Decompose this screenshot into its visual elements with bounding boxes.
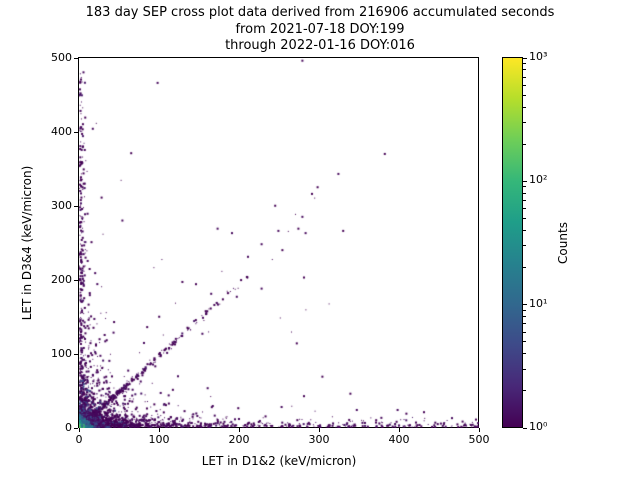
x-tick-label: 300 (308, 433, 330, 446)
colorbar-minor-tick (523, 245, 526, 247)
colorbar-minor-tick (523, 368, 526, 370)
y-tick-label: 500 (51, 51, 72, 64)
y-tick-mark (74, 279, 78, 281)
y-tick-mark (74, 205, 78, 207)
colorbar-major-tick (523, 57, 527, 59)
x-tick-mark (478, 428, 480, 432)
colorbar-minor-tick (523, 229, 526, 231)
title-line-2: from 2021-07-18 DOY:199 (235, 21, 405, 37)
y-tick-label: 200 (51, 273, 72, 286)
colorbar-tick-label: 10³ (529, 50, 548, 63)
x-tick-mark (158, 428, 160, 432)
colorbar-minor-tick (523, 267, 526, 269)
y-axis-label: LET in D3&4 (keV/micron) (20, 165, 34, 321)
x-tick-label: 400 (388, 433, 410, 446)
colorbar-minor-tick (523, 186, 526, 188)
colorbar-minor-tick (523, 353, 526, 355)
colorbar-minor-tick (523, 106, 526, 108)
colorbar-major-tick (523, 180, 527, 182)
colorbar-minor-tick (523, 76, 526, 78)
y-tick-mark (74, 353, 78, 355)
colorbar-minor-tick (523, 309, 526, 311)
colorbar-tick-label: 10¹ (529, 296, 548, 310)
scatter-plot-canvas (79, 58, 479, 428)
colorbar-major-tick (523, 427, 527, 429)
colorbar-minor-tick (523, 316, 526, 318)
y-tick-mark (74, 131, 78, 133)
colorbar-minor-tick (523, 341, 526, 343)
colorbar-tick-label: 10² (529, 173, 548, 187)
colorbar-minor-tick (523, 331, 526, 333)
x-tick-mark (78, 428, 80, 432)
colorbar-minor-tick (523, 63, 526, 65)
y-tick-label: 0 (65, 421, 72, 434)
title-line-1: 183 day SEP cross plot data derived from… (85, 5, 555, 20)
x-tick-label: 500 (468, 433, 490, 446)
x-tick-label: 200 (228, 433, 250, 446)
x-tick-mark (398, 428, 400, 432)
x-tick-mark (238, 428, 240, 432)
y-tick-label: 300 (51, 199, 72, 212)
colorbar-minor-tick (523, 208, 526, 210)
x-axis-label: LET in D1&2 (keV/micron) (201, 454, 357, 468)
chart-title: 183 day SEP cross plot data derived from… (0, 5, 640, 55)
colorbar-minor-tick (523, 84, 526, 86)
title-line-3: through 2022-01-16 DOY:016 (225, 38, 415, 53)
colorbar-minor-tick (523, 199, 526, 201)
y-tick-mark (74, 57, 78, 59)
colorbar-minor-tick (523, 323, 526, 325)
x-tick-label: 0 (75, 433, 83, 446)
colorbar-label: Counts (556, 222, 570, 264)
colorbar (502, 57, 523, 428)
colorbar-minor-tick (523, 94, 526, 96)
colorbar-minor-tick (523, 390, 526, 392)
y-tick-label: 400 (51, 125, 72, 138)
colorbar-major-tick (523, 304, 527, 306)
y-tick-label: 100 (51, 347, 72, 360)
x-tick-mark (318, 428, 320, 432)
colorbar-minor-tick (523, 69, 526, 71)
colorbar-minor-tick (523, 121, 526, 123)
colorbar-minor-tick (523, 217, 526, 219)
y-tick-mark (74, 427, 78, 429)
colorbar-minor-tick (523, 192, 526, 194)
x-tick-label: 100 (148, 433, 170, 446)
colorbar-tick-label: 10⁰ (529, 420, 548, 433)
colorbar-minor-tick (523, 143, 526, 145)
